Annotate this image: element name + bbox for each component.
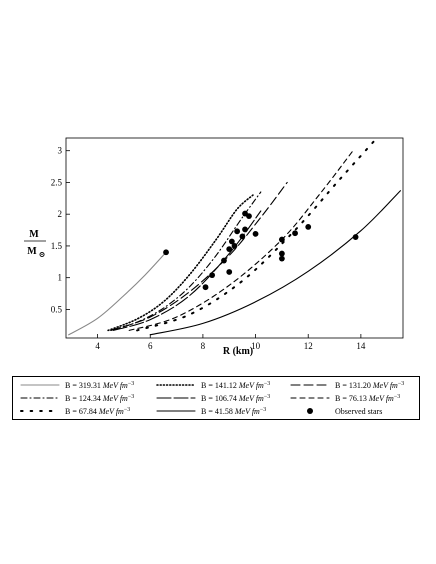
y-tick-label: 1: [58, 273, 63, 283]
observed-star-point: [278, 236, 285, 243]
legend-swatch: [156, 384, 196, 386]
observed-star-point: [209, 272, 216, 279]
legend-swatch: [307, 408, 313, 414]
legend-swatch: [290, 384, 330, 386]
observed-star-point: [234, 228, 241, 235]
observed-star-point: [278, 255, 285, 262]
legend-item: B = 141.12 MeV fm−3: [155, 379, 270, 391]
legend-item: B = 131.20 MeV fm−3: [289, 379, 404, 391]
x-axis-label: R (km): [223, 346, 253, 357]
x-tick-label: 12: [304, 341, 313, 351]
observed-star-point: [202, 284, 209, 291]
observed-star-point: [352, 234, 359, 240]
y-tick-label: 2: [58, 209, 63, 219]
legend-swatch: [20, 397, 60, 399]
legend-label: B = 76.13 MeV fm−3: [335, 393, 401, 403]
series-curve-3: [110, 191, 262, 331]
y-axis-ticks: 0.5 1 1.5 2 2.5 3: [51, 146, 70, 314]
series-curve-2: [110, 181, 288, 331]
y-tick-label: 3: [58, 146, 63, 156]
x-tick-label: 14: [356, 341, 366, 351]
y-axis-label-subscript: ⊙: [39, 250, 46, 259]
legend-label: B = 124.34 MeV fm−3: [65, 393, 135, 403]
x-tick-label: 4: [95, 341, 100, 351]
observed-star-point: [246, 213, 252, 219]
legend-label: B = 141.12 MeV fm−3: [201, 380, 271, 390]
observed-star-point: [292, 230, 298, 237]
y-tick-label: 0.5: [51, 304, 63, 314]
y-tick-label: 1.5: [51, 241, 63, 251]
legend-item: B = 67.84 MeV fm−3: [19, 405, 130, 417]
legend-item: B = 124.34 MeV fm−3: [19, 392, 134, 404]
legend-item: B = 41.58 MeV fm−3: [155, 405, 266, 417]
observed-points-layer: [163, 210, 359, 291]
series-curve-0: [68, 251, 167, 336]
observed-star-point: [305, 223, 312, 230]
legend-label: B = 131.20 MeV fm−3: [335, 380, 405, 390]
legend: B = 319.31 MeV fm−3 B = 141.12 MeV fm−3 B …: [12, 376, 420, 420]
y-axis-label-numerator: M: [29, 229, 39, 240]
series-curve-4: [112, 210, 262, 331]
legend-swatch: [20, 384, 60, 386]
series-curve-6: [136, 140, 375, 332]
legend-label: B = 106.74 MeV fm−3: [201, 393, 271, 403]
observed-star-point: [163, 249, 169, 256]
x-tick-label: 10: [251, 341, 261, 351]
legend-label: B = 67.84 MeV fm−3: [65, 406, 131, 416]
x-axis-ticks: 4 6 8 10 12 14: [95, 334, 366, 351]
series-curve-5: [128, 150, 354, 331]
axes-frame: [65, 137, 404, 339]
legend-item: B = 319.31 MeV fm−3: [19, 379, 134, 391]
legend-swatch: [20, 410, 60, 412]
observed-star-point: [239, 233, 246, 240]
observed-star-point: [226, 269, 233, 275]
y-tick-label: 2.5: [51, 177, 63, 187]
legend-label: B = 319.31 MeV fm−3: [65, 380, 135, 390]
observed-star-point: [278, 250, 285, 257]
observed-star-point: [231, 243, 238, 249]
observed-star-point: [242, 226, 248, 233]
legend-swatch: [156, 397, 196, 399]
legend-item: B = 106.74 MeV fm−3: [155, 392, 270, 404]
legend-item: Observed stars: [289, 405, 382, 417]
curves-layer: [68, 140, 401, 336]
legend-swatch: [290, 397, 330, 399]
legend-item: B = 76.13 MeV fm−3: [289, 392, 400, 404]
legend-swatch: [156, 410, 196, 412]
legend-label: Observed stars: [335, 406, 383, 416]
x-tick-label: 6: [148, 341, 153, 351]
legend-label: B = 41.58 MeV fm−3: [201, 406, 267, 416]
x-tick-label: 8: [201, 341, 206, 351]
observed-star-point: [221, 257, 227, 264]
series-curve-7: [149, 190, 401, 336]
observed-star-point: [252, 230, 259, 237]
plot-frame: [65, 137, 404, 339]
series-curve-1: [107, 194, 254, 332]
observed-star-point: [226, 246, 233, 253]
y-axis-label-denominator: M: [27, 246, 37, 257]
observed-star-point: [228, 238, 235, 245]
